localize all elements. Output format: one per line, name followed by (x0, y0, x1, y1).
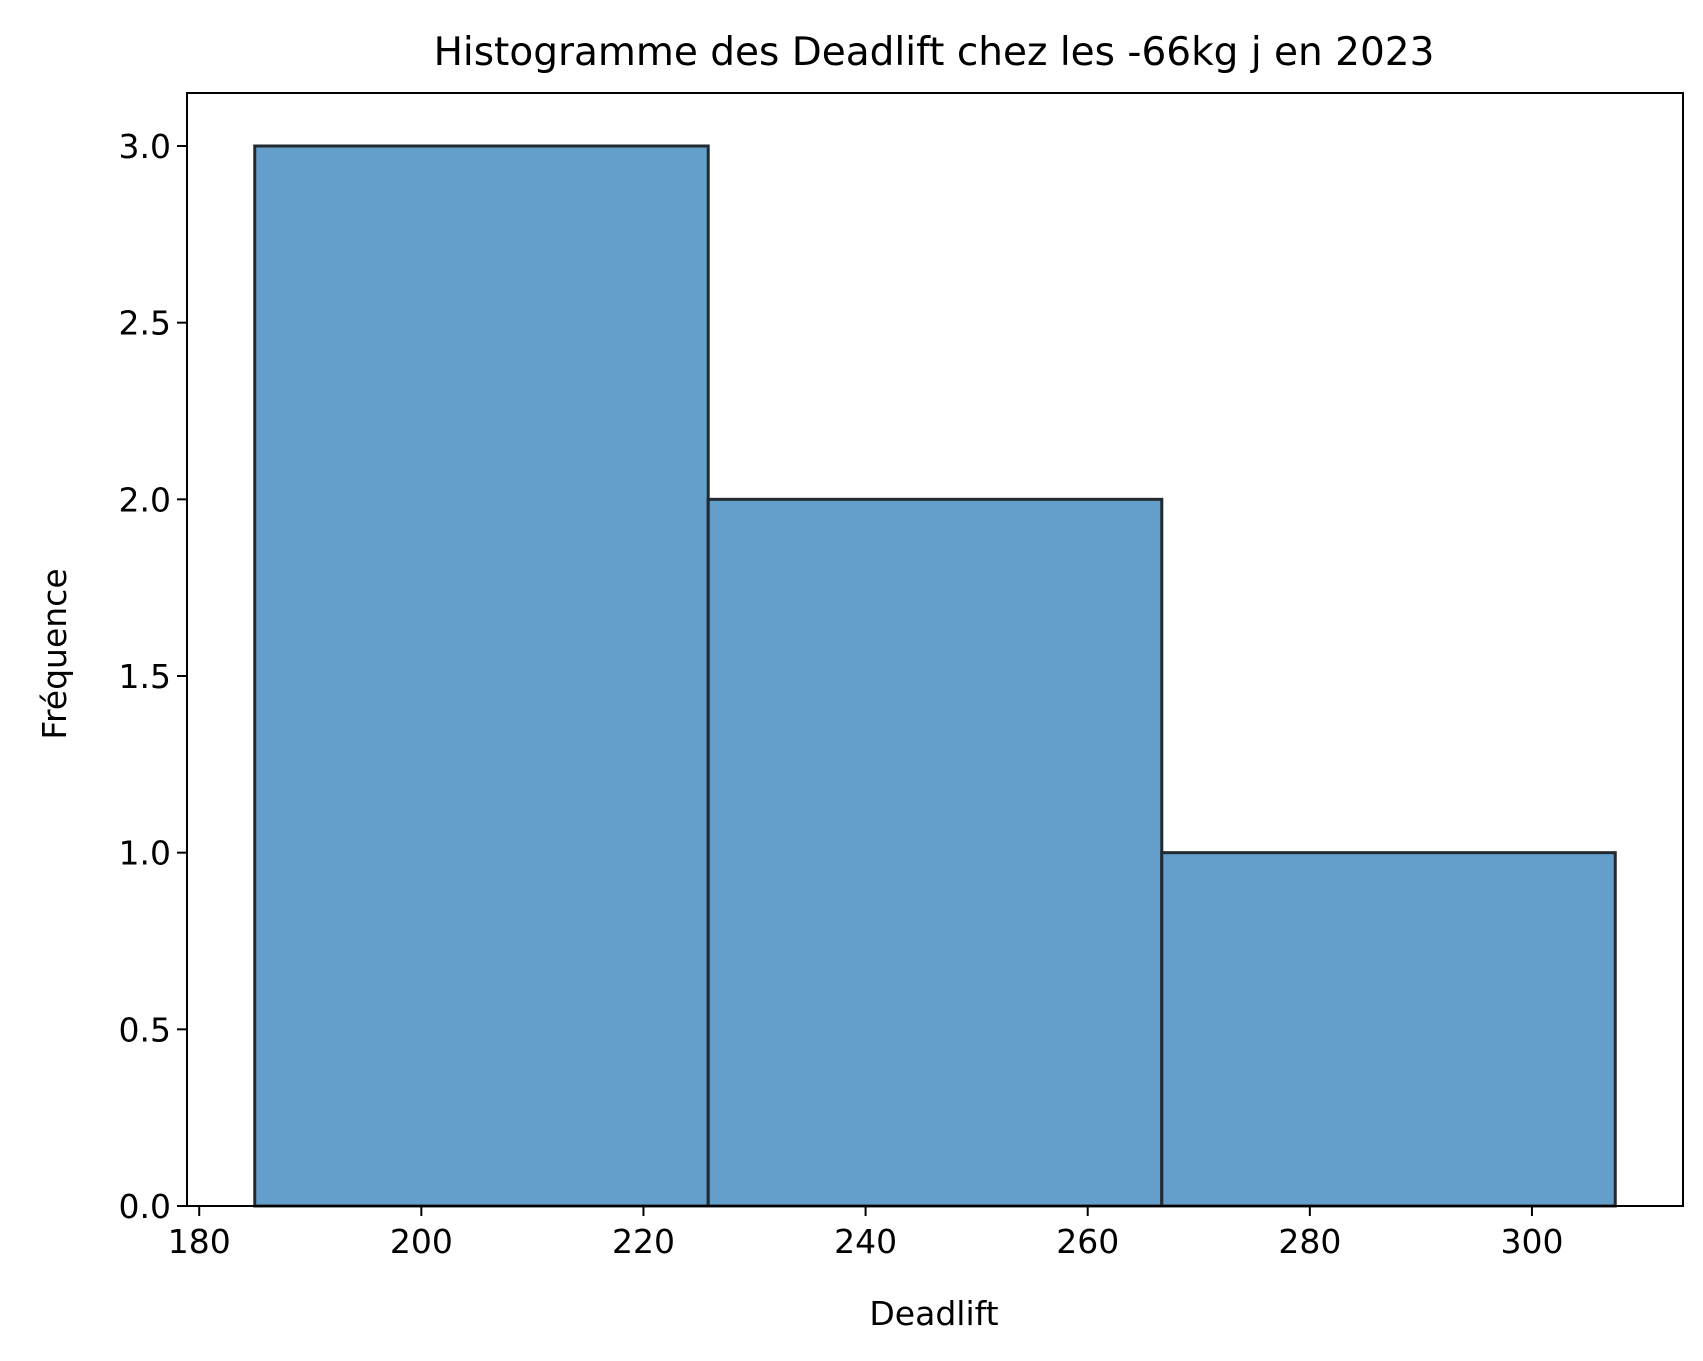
histogram-bar-1 (253, 144, 710, 1208)
x-tick-label: 300 (1500, 1222, 1563, 1261)
plot-frame (186, 92, 1684, 1207)
histogram-bar-2 (706, 497, 1164, 1208)
chart-title: Histogramme des Deadlift chez les -66kg … (434, 30, 1435, 75)
x-tick-label: 280 (1278, 1222, 1341, 1261)
bars-group (253, 144, 1617, 1208)
x-tick-label: 240 (834, 1222, 897, 1261)
y-axis-label: Fréquence (35, 568, 74, 739)
y-tick-label: 3.0 (119, 127, 171, 166)
y-tick-label: 2.0 (119, 480, 171, 519)
x-tick-label: 260 (1056, 1222, 1119, 1261)
y-axis-ticks: 0.0 0.5 1.0 1.5 2.0 2.5 3.0 (119, 127, 187, 1226)
y-tick-label: 0.0 (119, 1187, 171, 1226)
y-tick-label: 0.5 (119, 1010, 171, 1049)
y-tick-label: 1.5 (119, 657, 171, 696)
x-tick-label: 200 (390, 1222, 453, 1261)
x-tick-label: 180 (168, 1222, 231, 1261)
x-axis-ticks: 180 200 220 240 260 280 300 (168, 1206, 1563, 1261)
histogram-bar-3 (1160, 851, 1617, 1208)
y-tick-label: 2.5 (119, 304, 171, 343)
y-tick-label: 1.0 (119, 834, 171, 873)
x-tick-label: 220 (612, 1222, 675, 1261)
x-axis-label: Deadlift (869, 1294, 998, 1333)
